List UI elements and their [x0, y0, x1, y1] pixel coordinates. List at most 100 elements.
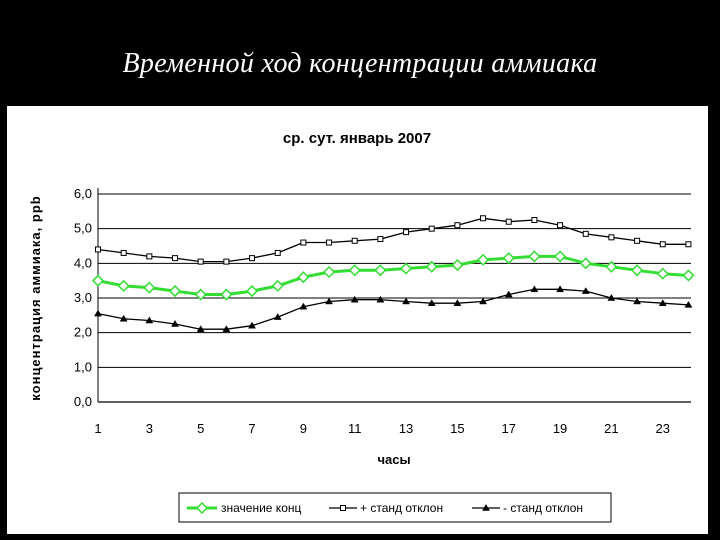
data-point-mean [477, 253, 490, 266]
data-point-mean [91, 274, 105, 287]
data-point-plus [531, 217, 538, 223]
x-tick-label: 23 [656, 421, 670, 436]
x-tick-label: 13 [399, 421, 413, 436]
data-point-mean [168, 285, 182, 298]
data-point-mean [322, 265, 336, 279]
data-point-plus [351, 237, 358, 244]
data-point-minus [248, 321, 256, 329]
data-point-mean [117, 279, 130, 292]
x-axis-ticks: 1 3 5 7 9 11 13 15 17 19 21 23 [94, 421, 670, 436]
data-point-minus [222, 325, 231, 332]
legend-label-minus: - станд отклон [503, 501, 583, 515]
y-tick-label: 4,0 [74, 255, 92, 270]
legend-marker-minus [482, 504, 490, 511]
x-tick-label: 17 [502, 421, 516, 436]
legend-marker-plus [340, 505, 346, 511]
series-group [91, 215, 695, 332]
data-point-mean [348, 264, 361, 277]
data-point-plus [146, 253, 153, 260]
x-tick-label: 9 [300, 421, 307, 436]
x-tick-label: 1 [94, 421, 101, 436]
data-point-minus [94, 309, 102, 317]
data-point-minus [402, 297, 410, 305]
slide-title: Временной ход концентрации аммиака [122, 48, 598, 79]
y-axis-ticks: 0,0 1,0 2,0 3,0 4,0 5,0 6,0 [74, 186, 92, 409]
data-point-mean [631, 264, 644, 277]
data-point-minus [633, 297, 642, 305]
data-point-plus [120, 249, 127, 256]
data-point-mean [502, 252, 515, 265]
data-point-plus [223, 258, 230, 265]
data-point-plus [480, 215, 487, 222]
data-point-minus [273, 313, 282, 320]
data-point-minus [145, 316, 154, 324]
legend-label-mean: значение конц [221, 501, 301, 515]
data-point-plus [300, 239, 307, 246]
y-tick-label: 6,0 [74, 186, 92, 201]
data-point-minus [171, 320, 179, 327]
data-point-mean [554, 250, 567, 263]
x-tick-label: 21 [604, 421, 618, 436]
data-point-minus [427, 299, 436, 306]
data-point-mean [194, 288, 207, 301]
data-point-plus [454, 222, 461, 229]
data-point-plus [95, 246, 101, 253]
y-tick-label: 2,0 [74, 325, 92, 340]
x-tick-label: 3 [146, 421, 153, 436]
data-point-mean [271, 279, 284, 292]
data-point-minus [556, 285, 565, 293]
legend-box [178, 492, 612, 523]
data-point-plus [326, 239, 333, 246]
data-point-mean [399, 262, 413, 275]
data-point-minus [196, 325, 205, 332]
data-point-minus [376, 295, 385, 303]
data-point-minus [119, 314, 128, 322]
data-point-plus [172, 255, 179, 262]
data-point-plus [197, 258, 204, 265]
data-point-mean [605, 260, 618, 273]
data-point-mean [579, 257, 592, 270]
grid-lines [97, 188, 691, 403]
data-point-minus [479, 297, 488, 305]
y-tick-label: 1,0 [74, 359, 92, 374]
data-point-mean [682, 269, 695, 282]
data-point-minus [350, 295, 359, 303]
data-point-mean [297, 271, 310, 284]
chart-panel: ср. сут. январь 2007 0,0 1,0 2,0 3,0 4,0 5,0 6… [7, 106, 708, 534]
legend-marker-mean [195, 501, 209, 515]
data-point-mean [220, 288, 233, 301]
x-tick-label: 11 [348, 421, 362, 436]
data-point-minus [658, 299, 667, 306]
data-point-minus [607, 294, 616, 301]
data-point-plus [634, 237, 641, 244]
series-line-plus [97, 217, 689, 263]
y-tick-label: 3,0 [74, 290, 92, 305]
series-line-minus [97, 288, 689, 330]
data-point-plus [274, 249, 281, 256]
data-point-minus [530, 285, 539, 293]
y-axis-label: концентрация аммиака, ppb [28, 195, 43, 400]
legend: значение конц + станд отклон - станд откло… [178, 492, 612, 523]
data-point-minus [453, 299, 462, 306]
data-point-plus [659, 241, 666, 248]
x-axis-label: часы [377, 452, 410, 467]
data-point-minus [299, 302, 308, 310]
data-point-plus [582, 230, 589, 237]
data-point-mean [528, 250, 541, 263]
data-point-plus [685, 241, 692, 248]
x-tick-label: 15 [450, 421, 464, 436]
series-line-mean [97, 254, 689, 296]
x-tick-label: 5 [197, 421, 204, 436]
legend-label-plus: + станд отклон [360, 501, 443, 515]
data-point-plus [428, 225, 435, 232]
data-point-mean [425, 260, 438, 273]
x-tick-label: 7 [248, 421, 255, 436]
chart-title: ср. сут. январь 2007 [283, 130, 431, 147]
data-point-minus [325, 297, 333, 305]
data-point-mean [656, 267, 669, 280]
data-point-plus [557, 222, 564, 229]
data-point-plus [403, 229, 410, 236]
data-point-mean [451, 259, 464, 272]
data-point-plus [249, 255, 256, 262]
data-point-minus [504, 290, 513, 298]
